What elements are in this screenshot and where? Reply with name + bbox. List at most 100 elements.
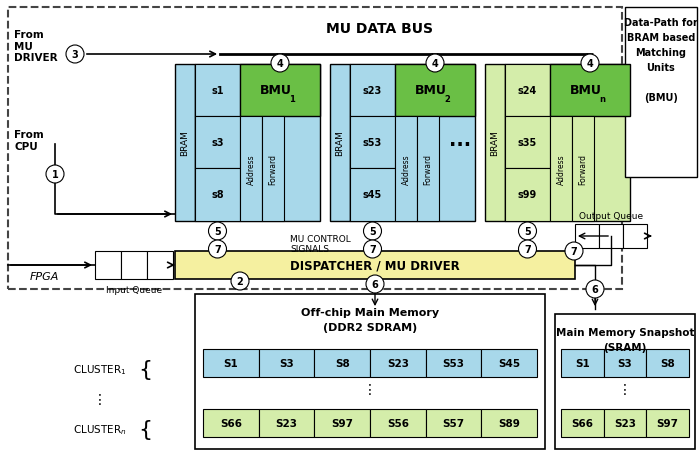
Bar (195, 65, 320, 222)
Bar (370, 409, 426, 437)
Bar (561, 409, 603, 437)
Bar (203, 409, 259, 437)
Bar (603, 409, 646, 437)
Text: Forward: Forward (424, 154, 433, 185)
Text: Matching: Matching (636, 48, 687, 58)
Text: ...: ... (449, 130, 471, 149)
Bar (195, 294, 545, 449)
Text: S3: S3 (617, 358, 632, 368)
Text: 3: 3 (71, 50, 78, 60)
Text: Output Queue: Output Queue (579, 212, 643, 221)
Bar (350, 65, 395, 117)
Text: From
MU
DRIVER: From MU DRIVER (14, 30, 57, 63)
Bar (575, 224, 599, 248)
Bar (350, 65, 475, 222)
Text: BRAM: BRAM (491, 130, 500, 156)
Circle shape (231, 273, 249, 290)
Text: S23: S23 (276, 418, 298, 428)
Bar (395, 65, 475, 117)
Circle shape (426, 55, 444, 73)
Text: S1: S1 (575, 358, 589, 368)
Text: S23: S23 (614, 418, 636, 428)
Circle shape (209, 222, 227, 241)
Bar (485, 65, 505, 222)
Text: Address: Address (556, 154, 566, 184)
Bar (350, 117, 395, 169)
Text: Forward: Forward (578, 154, 587, 185)
Text: S23: S23 (387, 358, 409, 368)
Text: S8: S8 (335, 358, 349, 368)
Text: CLUSTER$_1$: CLUSTER$_1$ (74, 362, 127, 376)
Circle shape (519, 222, 536, 241)
Bar (262, 117, 284, 222)
Text: DISPATCHER / MU DRIVER: DISPATCHER / MU DRIVER (290, 259, 460, 272)
Text: Main Memory Snapshot: Main Memory Snapshot (556, 327, 694, 337)
Text: 2: 2 (444, 94, 450, 103)
Bar (599, 224, 623, 248)
Bar (195, 117, 240, 169)
Bar (505, 169, 550, 222)
Text: SIGNALS: SIGNALS (290, 244, 329, 253)
Text: 6: 6 (592, 284, 598, 294)
Bar (240, 65, 320, 117)
Text: 4: 4 (276, 59, 284, 69)
Text: 5: 5 (369, 227, 376, 237)
Text: S66: S66 (220, 418, 242, 428)
Circle shape (363, 222, 382, 241)
Bar (623, 224, 647, 248)
Text: s8: s8 (211, 190, 224, 200)
Text: ⋮: ⋮ (618, 382, 632, 396)
Text: s3: s3 (211, 138, 224, 148)
Bar (259, 349, 314, 377)
Circle shape (581, 55, 599, 73)
Bar (646, 409, 689, 437)
Circle shape (519, 241, 536, 258)
Text: 1: 1 (52, 170, 58, 180)
Bar (561, 349, 603, 377)
Bar (550, 65, 630, 117)
Bar (195, 169, 240, 222)
Text: BRAM based: BRAM based (626, 33, 695, 43)
Bar (330, 65, 350, 222)
Text: Address: Address (402, 154, 410, 184)
Text: s23: s23 (363, 86, 382, 96)
Bar (417, 117, 439, 222)
Bar (426, 409, 482, 437)
Text: S45: S45 (498, 358, 520, 368)
Bar (603, 349, 646, 377)
Circle shape (271, 55, 289, 73)
Text: 5: 5 (524, 227, 531, 237)
Text: 4: 4 (587, 59, 594, 69)
Bar (572, 117, 594, 222)
Text: 1: 1 (289, 94, 295, 103)
Text: s45: s45 (363, 190, 382, 200)
Text: BMU: BMU (260, 84, 292, 97)
Bar (550, 117, 572, 222)
Bar (482, 409, 537, 437)
Text: FPGA: FPGA (30, 271, 60, 281)
Text: (BMU): (BMU) (644, 93, 678, 103)
Text: BRAM: BRAM (335, 130, 344, 156)
Bar (505, 65, 550, 117)
Text: 5: 5 (214, 227, 221, 237)
Text: 7: 7 (369, 244, 376, 254)
Bar (555, 314, 695, 449)
Text: (SRAM): (SRAM) (603, 342, 647, 352)
Text: (DDR2 SDRAM): (DDR2 SDRAM) (323, 322, 417, 332)
Bar (8, 8, 622, 289)
Text: 6: 6 (372, 279, 379, 289)
Text: 2: 2 (237, 276, 244, 286)
Text: ⋮: ⋮ (93, 392, 107, 406)
Text: Off-chip Main Memory: Off-chip Main Memory (301, 307, 439, 317)
Text: S97: S97 (657, 418, 679, 428)
Text: MU DATA BUS: MU DATA BUS (326, 22, 433, 36)
Bar (395, 117, 417, 222)
Text: MU CONTROL: MU CONTROL (290, 234, 351, 243)
Bar (121, 252, 147, 279)
Bar (482, 349, 537, 377)
Text: s53: s53 (363, 138, 382, 148)
Bar (350, 169, 395, 222)
Text: s1: s1 (211, 86, 224, 96)
Bar (95, 252, 121, 279)
Text: From
CPU: From CPU (14, 130, 44, 151)
